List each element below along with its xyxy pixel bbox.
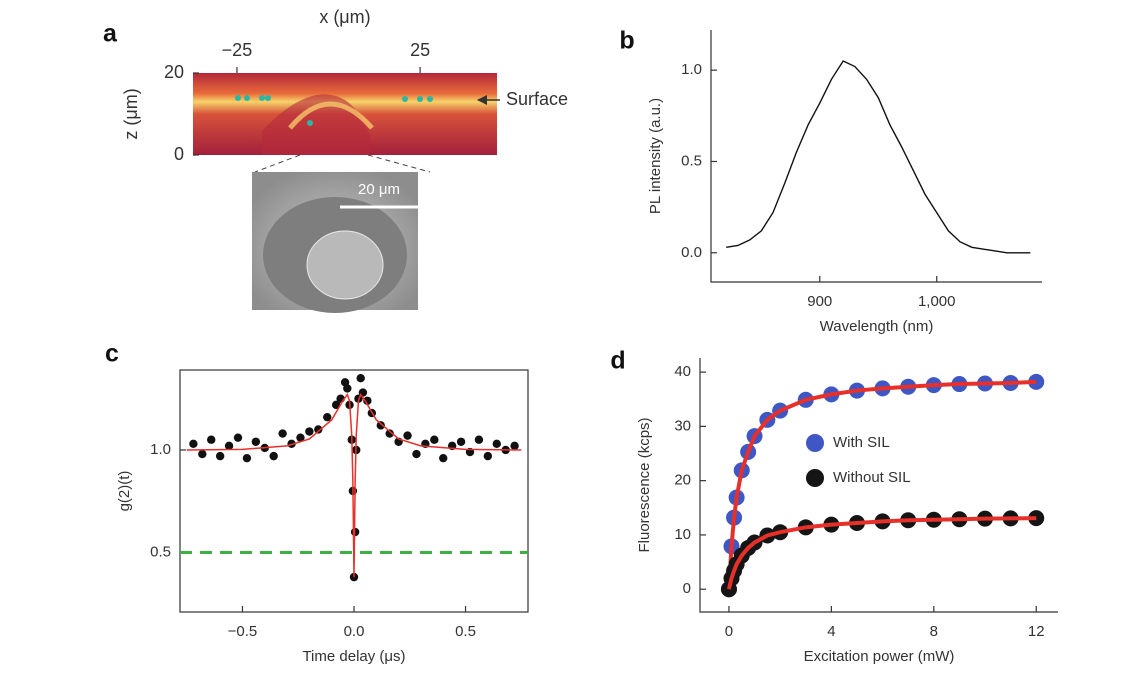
axis-line [710,30,1042,283]
zoom-line [254,154,301,173]
y-axis-label: PL intensity (a.u.) [647,98,664,214]
x-tick-label: −25 [222,40,253,60]
panel-label: a [103,20,118,48]
x-axis-label: Time delay (μs) [302,648,405,665]
data-point [242,453,252,463]
data-point [189,439,198,449]
y-tick-label: 0 [683,580,691,597]
x-tick-label: 25 [410,40,430,60]
data-point [331,400,341,410]
data-point [269,451,278,461]
data-point [385,429,394,438]
y-axis-label: g(2)(t) [116,471,133,512]
y-axis-label: Fluorescence (kcps) [636,417,653,552]
y-tick-label: 30 [674,417,691,434]
zoom-line [367,154,431,173]
data-point [343,384,352,393]
y-tick-label: 0.5 [150,543,171,560]
data-point [224,441,234,451]
emitters [235,95,433,126]
y-tick-label: 1.0 [150,441,171,458]
panel-a-art [193,73,500,313]
x-tick-label: 8 [930,623,938,640]
data-point [314,425,323,434]
data-point [296,433,305,442]
y-tick-label: 0 [174,144,184,164]
data-point [456,437,466,446]
annotation: Surface [506,89,568,109]
data-point [198,449,207,459]
heatmap-region [262,94,370,155]
scale-bar-label: 20 μm [358,181,400,198]
data-point [251,437,261,446]
data-point [376,421,385,430]
y-tick-label: 20 [164,62,184,82]
panel-label: d [610,347,625,375]
x-tick-label: 900 [807,293,832,310]
data-point [356,374,365,383]
y-tick-label: 0.0 [681,244,702,261]
x-tick-label: 1,000 [918,293,956,310]
y-tick-label: 20 [674,472,691,489]
x-tick-label: 0.5 [455,623,476,640]
x-axis-label: x (μm) [319,7,370,27]
data-point [474,435,484,444]
legend-label: With SIL [833,434,890,451]
data-point [215,451,225,461]
y-axis-label: z (μm) [121,88,141,139]
x-axis-label: Wavelength (nm) [820,318,934,335]
data-point [439,453,448,463]
data-point [305,427,314,436]
data-point [492,439,501,449]
y-tick-label: 40 [674,363,691,380]
panel-label: c [105,340,119,368]
panel-label: b [619,27,634,55]
fit-line [726,516,1037,590]
x-tick-label: −0.5 [228,623,258,640]
data-point [363,396,372,405]
data-point [510,441,519,451]
legend-marker [806,469,824,487]
data-point [403,431,412,440]
axis-line [699,358,1058,613]
x-tick-label: 0.0 [344,623,365,640]
legend-marker [806,434,824,452]
data-point [233,433,243,442]
x-tick-label: 4 [827,623,835,640]
data-point [323,412,332,422]
data-point [412,449,421,459]
data-point [278,429,287,438]
data-point [430,435,439,444]
x-tick-label: 0 [725,623,733,640]
fit-line [726,379,1037,590]
data-point [207,435,216,444]
legend-label: Without SIL [833,469,911,486]
x-axis-label: Excitation power (mW) [804,648,955,665]
y-tick-label: 10 [674,526,691,543]
heatmap-arc [288,101,374,130]
spectrum-line [726,60,1031,254]
sem-dome [306,230,384,300]
x-tick-label: 12 [1028,623,1045,640]
arrow-head [477,95,487,105]
data-point [483,451,493,461]
fit-line [186,393,522,578]
y-tick-label: 0.5 [681,152,702,169]
y-tick-label: 1.0 [681,61,702,78]
